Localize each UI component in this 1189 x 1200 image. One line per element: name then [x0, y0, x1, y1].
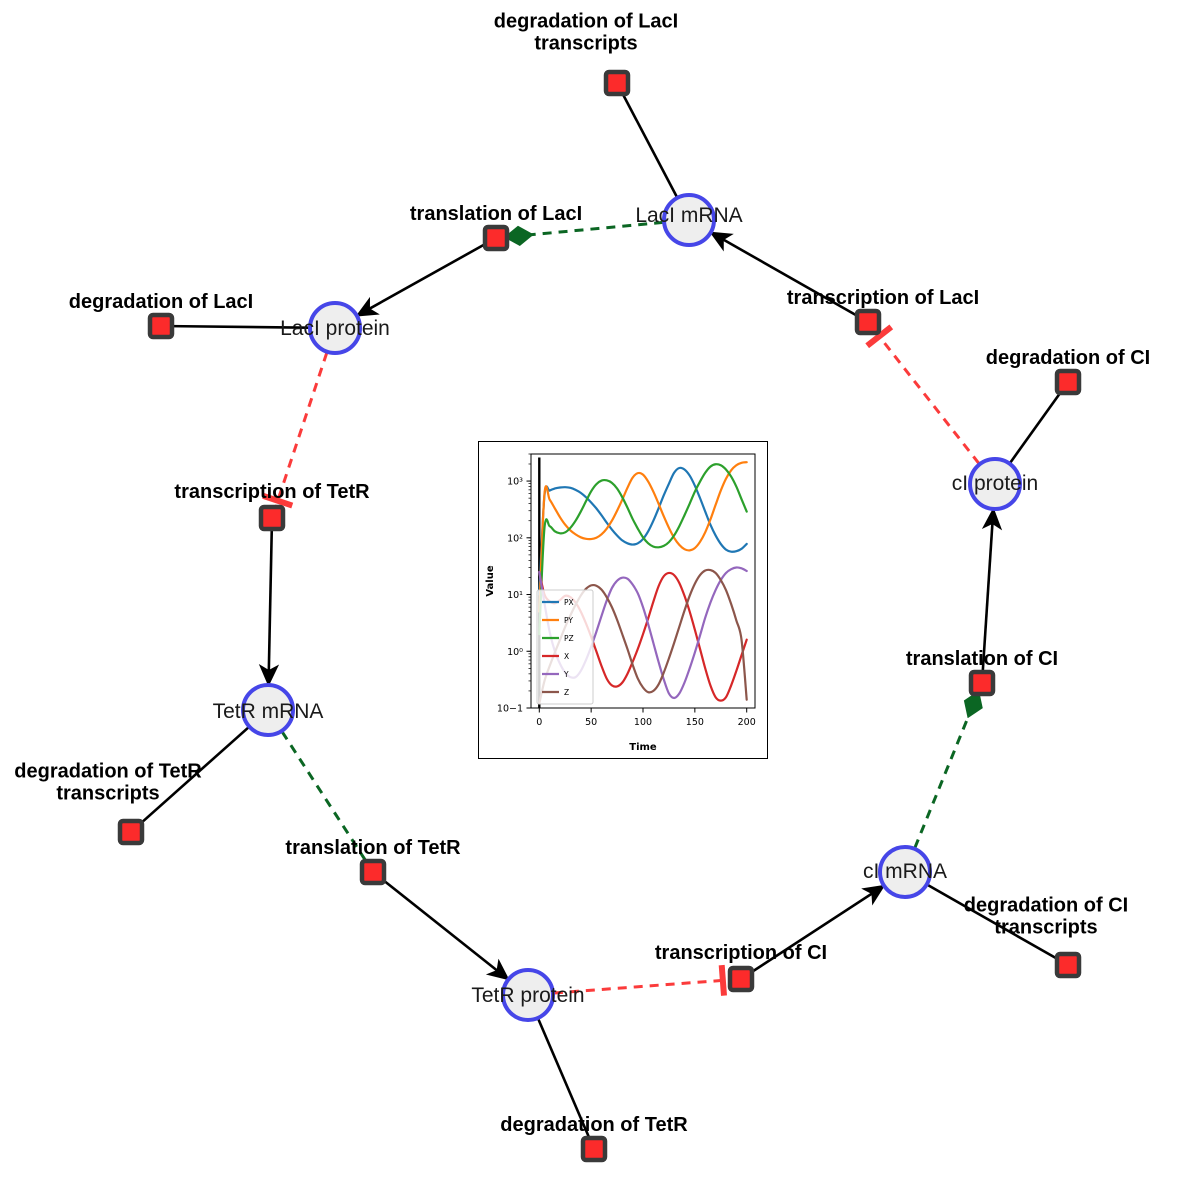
x-tick-label: 50 [585, 717, 597, 728]
legend-label-PX: PX [564, 598, 574, 607]
x-tick-label: 0 [536, 717, 542, 728]
edge-production [749, 884, 886, 975]
reaction-label-transl_ci: translation of CI [905, 647, 1059, 670]
reaction-node-transl_ci[interactable] [968, 669, 996, 697]
reaction-label-transl_laci: translation of LacI [409, 202, 583, 225]
x-axis-title: Time [629, 742, 657, 753]
timeseries-inset-chart: 10−1 10⁰ 10¹ 10² 10³ 0 50 100 150 200 Time Value PX P… [478, 441, 768, 759]
species-label-tetr_mrna: TetR mRNA [212, 700, 324, 723]
series-line-PZ [538, 463, 748, 636]
species-label-ci_protein: cI protein [951, 472, 1039, 495]
legend-label-Y: Y [563, 670, 569, 679]
edge-consumption [620, 92, 679, 198]
y-tick-label: 10⁰ [507, 647, 523, 658]
reaction-node-degr_laci_transcripts[interactable] [603, 69, 631, 97]
edge-inhibition [262, 352, 329, 509]
reaction-label-transcr_ci: transcription of CI [654, 941, 828, 964]
reaction-node-degr_tetr[interactable] [580, 1135, 608, 1163]
reaction-label-degr_ci_transcripts: degradation of CI transcripts [963, 894, 1129, 939]
reaction-label-degr_laci_transcripts: degradation of LacI transcripts [493, 10, 679, 55]
x-tick-label: 100 [634, 717, 652, 728]
edge-consumption [138, 726, 250, 826]
edge-consumption [1009, 390, 1063, 464]
legend-label-Z: Z [564, 688, 569, 697]
reaction-label-degr_tetr_transcripts: degradation of TetR transcripts [14, 760, 202, 805]
species-node-tetr_protein[interactable] [501, 968, 555, 1022]
reaction-node-transl_laci[interactable] [482, 224, 510, 252]
reaction-label-transl_tetr: translation of TetR [285, 836, 461, 859]
reaction-node-transcr_ci[interactable] [727, 965, 755, 993]
species-node-laci_mrna[interactable] [662, 193, 716, 247]
edge-production [355, 242, 488, 317]
reaction-node-degr_ci[interactable] [1054, 368, 1082, 396]
y-tick-label: 10² [507, 533, 523, 544]
edge-layer [138, 92, 1063, 1140]
chart-legend: PX PY PZ XYZ [536, 589, 594, 705]
edge-consumption [926, 883, 1060, 961]
reaction-label-degr_ci: degradation of CI [985, 346, 1151, 369]
species-label-laci_mrna: LacI mRNA [635, 204, 743, 227]
edge-production [709, 231, 860, 318]
legend-label-PY: PY [564, 616, 573, 625]
y-tick-label: 10−1 [497, 704, 523, 715]
edge-inhibition [865, 324, 981, 465]
species-node-ci_protein[interactable] [968, 457, 1022, 511]
edge-production [380, 877, 510, 981]
edge-production [981, 507, 1003, 673]
reaction-label-degr_laci: degradation of LacI [68, 290, 254, 313]
species-node-laci_protein[interactable] [308, 301, 362, 355]
reaction-node-transcr_laci[interactable] [854, 308, 882, 336]
legend-label-X: X [564, 652, 569, 661]
edge-modifier [503, 220, 664, 247]
edge-production [258, 528, 280, 687]
edge-consumption [537, 1018, 591, 1140]
species-label-ci_mrna: cI mRNA [863, 860, 947, 883]
node-layer [117, 69, 1082, 1163]
species-label-tetr_protein: TetR protein [471, 984, 585, 1007]
y-tick-label: 10¹ [507, 590, 523, 601]
reaction-node-degr_ci_transcripts[interactable] [1054, 951, 1082, 979]
reaction-node-degr_laci[interactable] [147, 312, 175, 340]
series-line-PY [538, 461, 748, 613]
species-node-tetr_mrna[interactable] [241, 683, 295, 737]
y-axis-title: Value [485, 565, 496, 596]
reaction-label-transcr_laci: transcription of LacI [786, 286, 980, 309]
reaction-label-transcr_tetr: transcription of TetR [174, 480, 370, 503]
edge-modifier [913, 690, 983, 849]
reaction-label-degr_tetr: degradation of TetR [500, 1113, 688, 1136]
y-tick-label: 10³ [507, 477, 523, 488]
chart-legend-box [536, 589, 594, 705]
legend-label-PZ: PZ [564, 634, 574, 643]
edge-consumption [171, 324, 310, 330]
x-tick-label: 200 [738, 717, 756, 728]
species-node-ci_mrna[interactable] [878, 845, 932, 899]
x-tick-label: 150 [686, 717, 704, 728]
edge-inhibition [553, 964, 728, 996]
reaction-node-degr_tetr_transcripts[interactable] [117, 818, 145, 846]
species-label-laci_protein: LacI protein [280, 317, 390, 340]
edge-modifier [280, 731, 369, 864]
reaction-node-transl_tetr[interactable] [359, 858, 387, 886]
reaction-node-transcr_tetr[interactable] [258, 504, 286, 532]
